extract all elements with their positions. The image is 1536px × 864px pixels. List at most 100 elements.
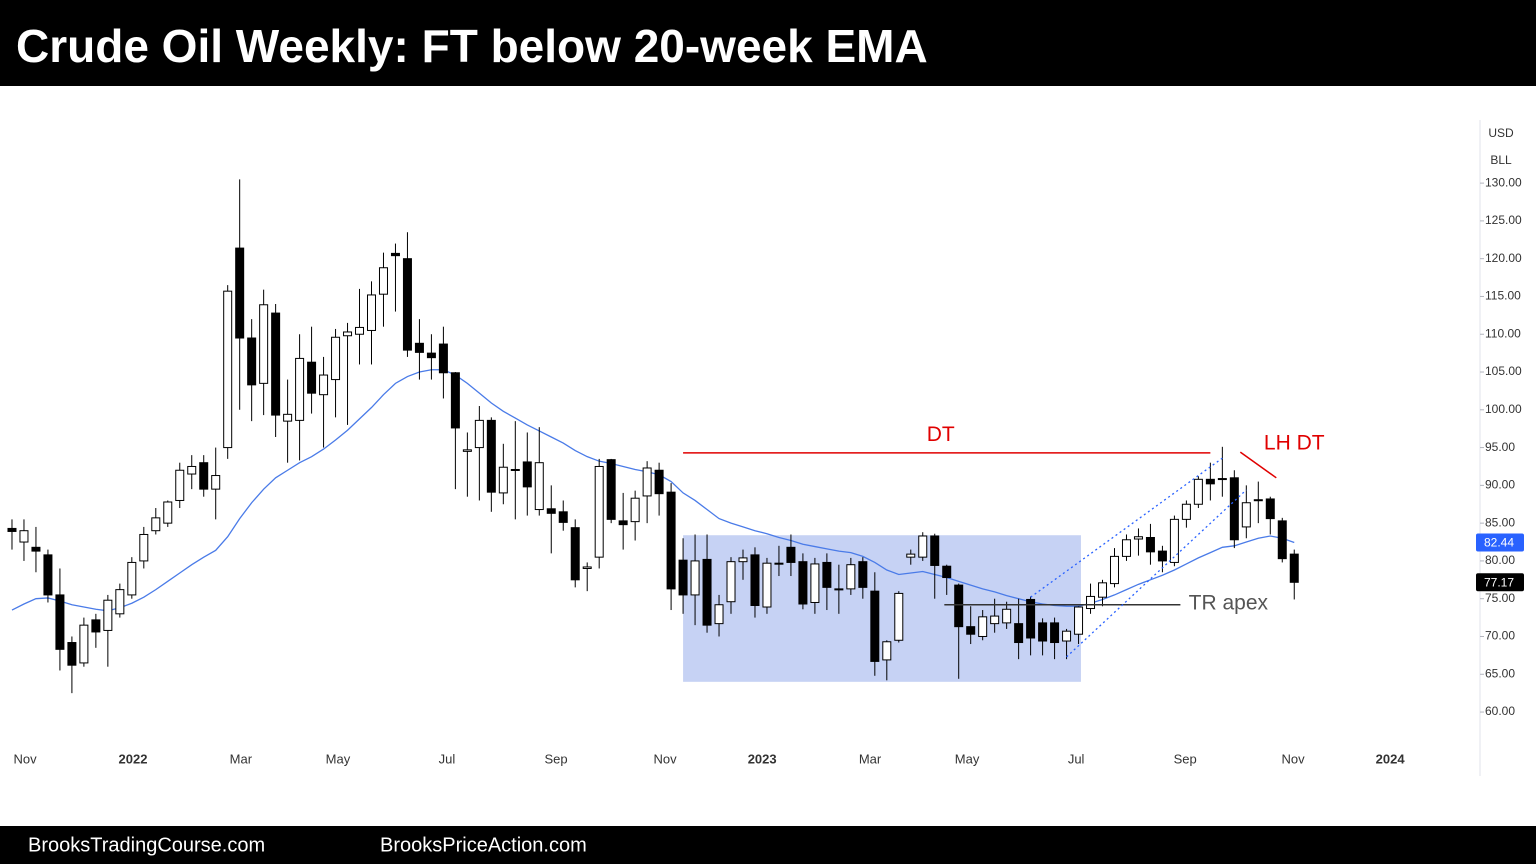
candle-body [1002,608,1012,624]
candle-body [31,546,41,552]
candle-body [714,604,724,625]
candle-body [91,619,101,633]
candle-body [426,352,436,359]
candle-body [966,626,976,635]
candle-body [390,252,400,257]
candle-body [942,565,952,579]
y-tick-label: 60.00 [1485,704,1515,718]
candle-body [175,469,185,501]
price-tag-box [1476,533,1524,552]
candle-body [79,624,89,664]
candle-body [654,469,664,495]
candle-body [402,258,412,351]
candle-body [498,466,508,494]
candle-body [582,566,592,569]
candle-body [882,641,892,661]
candle-body [870,590,880,662]
candle-body [702,558,712,626]
candle-body [1026,598,1036,639]
candle-body [1265,498,1275,520]
unit-label: BLL [1490,153,1512,167]
candle-body [1133,536,1143,540]
price-tag-label: 82.44 [1484,536,1514,550]
x-tick-label: Sep [544,751,567,766]
candle-body [1253,499,1263,502]
candle-body [618,520,628,526]
x-tick-label: Nov [654,751,678,766]
candle-body [726,561,736,603]
y-tick-label: 85.00 [1485,515,1515,529]
candle-body [978,616,988,637]
candle-body [486,419,496,493]
x-tick-label: 2022 [119,751,148,766]
y-tick-label: 100.00 [1485,402,1522,416]
candle-body [546,508,556,514]
candle-body [786,546,796,563]
candle-body [606,459,616,520]
x-tick-label: 2023 [748,751,777,766]
annotation-line [1030,457,1223,598]
candle-body [570,527,580,581]
annotation-text: TR apex [1189,592,1269,615]
y-tick-label: 130.00 [1485,175,1522,189]
y-tick-label: 80.00 [1485,553,1515,567]
candle-body [594,465,604,558]
candle-body [462,449,472,452]
y-tick-label: 90.00 [1485,478,1515,492]
candle-body [355,326,365,335]
candle-body [223,290,233,449]
candle-body [1014,623,1024,644]
candle-body [1181,503,1191,520]
candle-body [19,530,29,543]
annotation-text: LH DT [1264,431,1325,454]
x-tick-label: Nov [1281,751,1305,766]
y-tick-label: 70.00 [1485,629,1515,643]
y-tick-label: 95.00 [1485,440,1515,454]
candle-body [834,588,844,591]
candle-body [139,533,149,562]
candle-body [295,357,305,421]
y-tick-label: 125.00 [1485,213,1522,227]
annotation-line [1239,451,1277,479]
currency-label: USD [1488,126,1514,140]
candle-body [1050,622,1060,644]
candle-body [1169,518,1179,563]
candle-body [810,563,820,603]
candle-body [510,468,520,471]
y-tick-label: 120.00 [1485,251,1522,265]
annotation-line [1066,489,1247,658]
candle-body [774,562,784,565]
annotation-text: DT [927,423,955,446]
candle-body [1074,606,1084,635]
candle-body [630,497,640,523]
candle-body [1289,553,1299,583]
candle-body [1205,478,1215,485]
candle-body [822,561,832,588]
candle-body [1145,536,1155,553]
y-tick-label: 115.00 [1485,289,1521,303]
candle-body [858,561,868,588]
y-tick-label: 105.00 [1485,364,1522,378]
x-tick-label: May [326,751,351,766]
candle-body [235,247,245,339]
x-tick-label: May [955,751,980,766]
y-tick-label: 110.00 [1485,326,1521,340]
candle-body [331,336,341,381]
candle-body [1109,555,1119,585]
candle-body [906,553,916,558]
candle-body [1038,622,1048,642]
price-tag-label: 77.17 [1484,575,1514,589]
header-title: Crude Oil Weekly: FT below 20-week EMA [16,20,928,72]
candle-body [283,413,293,422]
candle-body [211,475,221,490]
candle-body [450,372,460,429]
candle-body [474,419,484,449]
candle-body [894,592,904,641]
x-tick-label: 2024 [1376,751,1406,766]
candle-body [271,312,281,416]
candle-body [678,559,688,596]
x-tick-label: Nov [13,751,37,766]
candle-body [1193,478,1203,505]
x-tick-label: Sep [1174,751,1197,766]
